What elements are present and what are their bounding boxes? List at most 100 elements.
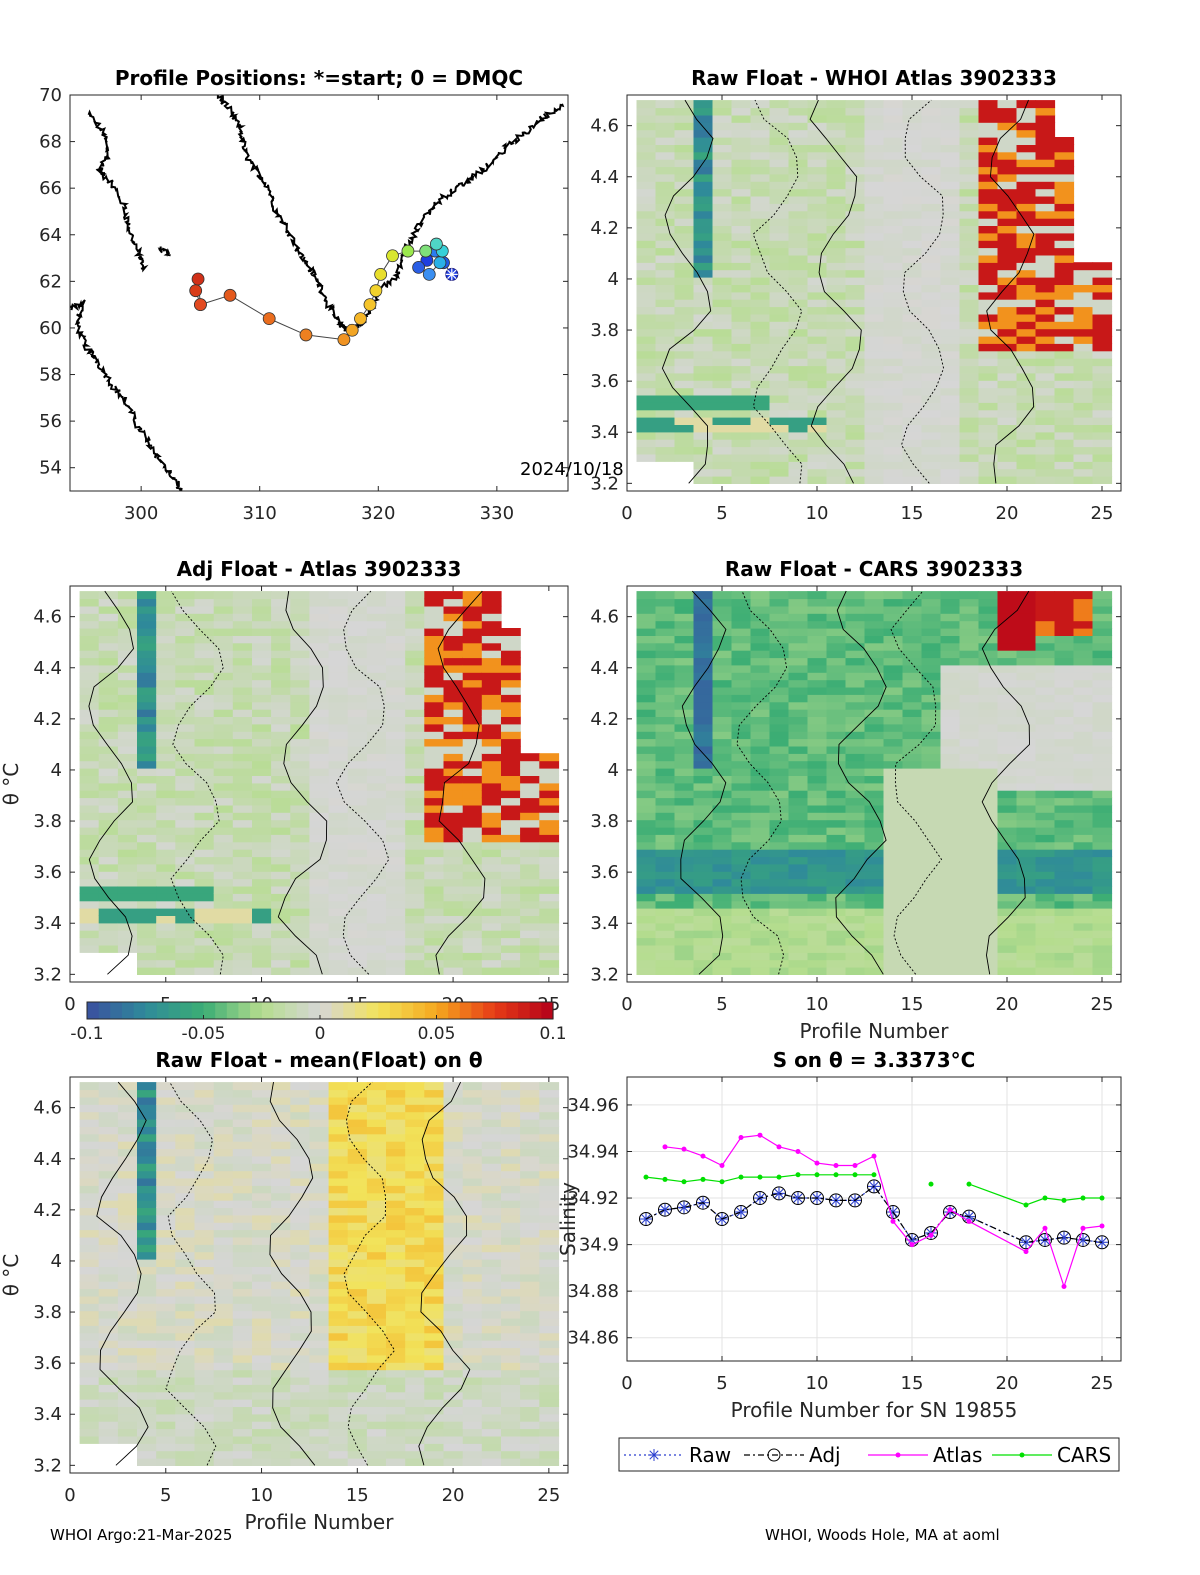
- heatmap-cell: [864, 701, 885, 710]
- heatmap-cell: [175, 1192, 196, 1201]
- heatmap-cell: [156, 1104, 176, 1113]
- heatmap-cell: [636, 863, 657, 872]
- heatmap-cell: [731, 277, 752, 285]
- heatmap-cell: [731, 151, 752, 160]
- heatmap-cell: [1073, 335, 1094, 344]
- heatmap-cell: [636, 893, 657, 902]
- heatmap-cell: [902, 446, 923, 455]
- heatmap-cell: [309, 1413, 330, 1422]
- heatmap-cell: [769, 760, 790, 769]
- heatmap-cell: [309, 1192, 330, 1201]
- heatmap-cell: [1035, 262, 1056, 271]
- heatmap-cell: [462, 1104, 483, 1113]
- heatmap-cell: [309, 672, 330, 681]
- heatmap-cell: [769, 417, 790, 425]
- heatmap-cell: [978, 299, 999, 308]
- heatmap-cell: [405, 745, 425, 754]
- heatmap-cell: [788, 129, 809, 138]
- heatmap-cell: [309, 1126, 330, 1135]
- heatmap-cell: [98, 1340, 119, 1349]
- heatmap-cell: [883, 137, 904, 145]
- heatmap-cell: [978, 826, 999, 835]
- heatmap-cell: [693, 922, 714, 931]
- heatmap-cell: [636, 701, 657, 710]
- heatmap-cell: [1054, 417, 1075, 425]
- heatmap-cell: [328, 1096, 349, 1105]
- heatmap-cell: [232, 745, 253, 754]
- heatmap-cell: [271, 1082, 291, 1091]
- heatmap-cell: [1054, 195, 1075, 204]
- heatmap-cell: [137, 753, 157, 762]
- heatmap-cell: [405, 1347, 425, 1356]
- heatmap-cell: [655, 642, 676, 651]
- heatmap-cell: [655, 804, 676, 813]
- heatmap-cell: [978, 878, 999, 887]
- heatmap-cell: [1035, 679, 1056, 688]
- heatmap-cell: [959, 114, 980, 123]
- heatmap-cell: [731, 804, 752, 813]
- heatmap-cell: [232, 642, 253, 651]
- heatmap-cell: [1054, 738, 1075, 747]
- heatmap-cell: [1092, 952, 1113, 961]
- heatmap-cell: [117, 1141, 138, 1150]
- heatmap-cell: [864, 137, 885, 145]
- heatmap-cell: [997, 277, 1018, 285]
- heatmap-cell: [864, 664, 885, 673]
- heatmap-cell: [137, 1185, 157, 1194]
- heatmap-cell: [1092, 313, 1113, 322]
- heatmap-cell: [940, 173, 961, 182]
- heatmap-cell: [232, 922, 253, 931]
- heatmap-cell: [940, 218, 961, 226]
- heatmap-cell: [156, 1266, 176, 1275]
- heatmap-cell: [271, 1214, 291, 1223]
- heatmap-cell: [1035, 642, 1056, 651]
- heatmap-cell: [788, 262, 809, 271]
- heatmap-cell: [921, 922, 942, 931]
- heatmap-cell: [902, 151, 923, 160]
- heatmap-cell: [636, 284, 657, 293]
- heatmap-cell: [693, 716, 714, 725]
- heatmap-cell: [1016, 247, 1037, 256]
- heatmap-cell: [826, 613, 847, 622]
- heatmap-cell: [156, 1251, 176, 1260]
- heatmap-cell: [921, 944, 942, 953]
- heatmap-cell: [213, 826, 234, 835]
- heatmap-cell: [366, 893, 387, 902]
- heatmap-cell: [462, 804, 483, 813]
- heatmap-cell: [271, 716, 291, 725]
- heatmap-cell: [826, 738, 847, 747]
- heatmap-cell: [366, 790, 387, 799]
- heatmap-cell: [366, 1406, 387, 1415]
- heatmap-cell: [328, 1111, 349, 1120]
- heatmap-cell: [997, 284, 1018, 293]
- heatmap-cell: [1035, 144, 1056, 153]
- heatmap-cell: [443, 709, 464, 717]
- heatmap-cell: [424, 1089, 445, 1098]
- heatmap-cell: [309, 1362, 330, 1371]
- heatmap-cell: [921, 826, 942, 835]
- heatmap-cell: [194, 944, 215, 953]
- heatmap-cell: [807, 144, 828, 153]
- heatmap-cell: [366, 716, 387, 725]
- heatmap-cell: [864, 181, 885, 190]
- heatmap-cell: [366, 1295, 387, 1304]
- heatmap-cell: [1073, 291, 1094, 300]
- heatmap-cell: [232, 694, 253, 703]
- heatmap-cell: [424, 1332, 445, 1341]
- heatmap-cell: [443, 1200, 464, 1208]
- heatmap-cell: [883, 240, 904, 249]
- heatmap-cell: [997, 188, 1018, 197]
- heatmap-cell: [978, 129, 999, 138]
- heatmap-cell: [1035, 967, 1056, 975]
- heatmap-cell: [655, 372, 676, 381]
- heatmap-cell: [481, 937, 502, 946]
- heatmap-cell: [194, 893, 215, 902]
- heatmap-cell: [290, 613, 311, 622]
- heatmap-cell: [405, 1362, 425, 1371]
- heatmap-cell: [788, 114, 809, 123]
- heatmap-cell: [959, 871, 980, 880]
- heatmap-cell: [424, 878, 445, 887]
- heatmap-cell: [1035, 402, 1056, 411]
- heatmap-cell: [79, 1266, 100, 1275]
- heatmap-cell: [347, 1295, 368, 1304]
